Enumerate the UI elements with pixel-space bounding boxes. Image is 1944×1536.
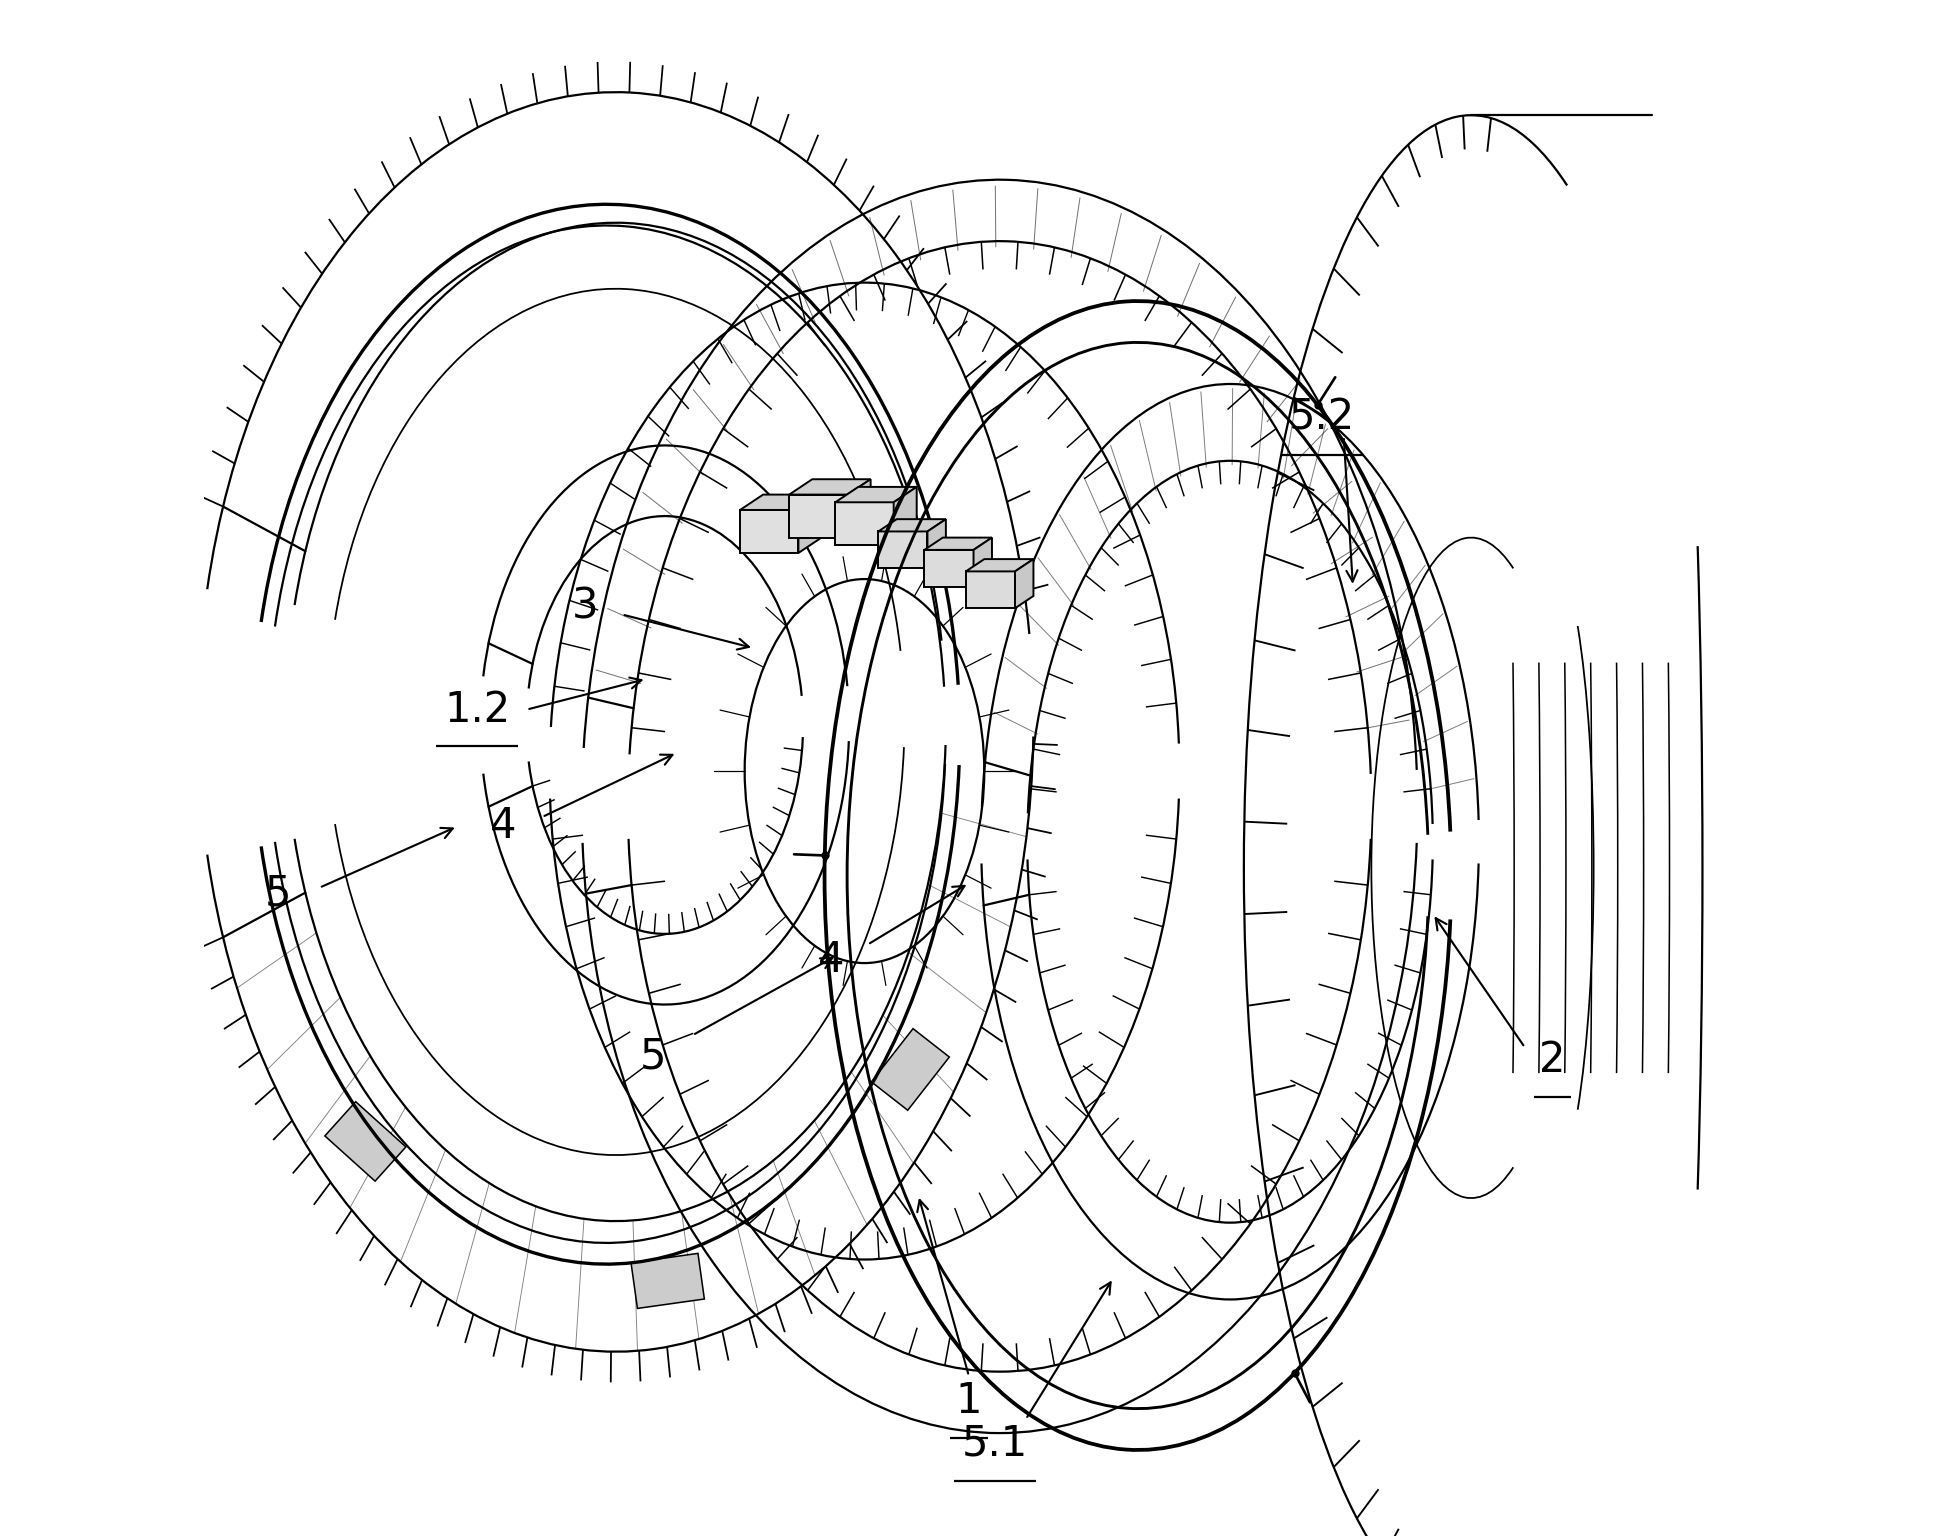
Polygon shape [879,519,947,531]
Polygon shape [789,479,871,495]
Polygon shape [871,1029,949,1111]
Text: 5.2: 5.2 [1289,396,1355,439]
Text: 5.1: 5.1 [962,1422,1028,1465]
Polygon shape [974,538,991,587]
Polygon shape [1015,559,1034,608]
Text: 5: 5 [264,872,292,915]
Polygon shape [925,550,974,587]
Polygon shape [925,538,991,550]
Polygon shape [741,510,799,553]
Polygon shape [836,502,894,545]
Text: 3: 3 [572,585,599,628]
Text: 4: 4 [816,938,844,982]
Polygon shape [836,487,918,502]
Polygon shape [879,531,927,568]
Text: 1.2: 1.2 [445,688,511,731]
Polygon shape [848,479,871,538]
Polygon shape [799,495,822,553]
Polygon shape [789,495,848,538]
Text: 1: 1 [956,1379,982,1422]
Polygon shape [325,1101,406,1181]
Text: 5: 5 [640,1035,665,1078]
Text: 4: 4 [490,805,517,848]
Text: 2: 2 [1540,1038,1565,1081]
Polygon shape [632,1253,704,1309]
Polygon shape [966,571,1015,608]
Polygon shape [966,559,1034,571]
Polygon shape [741,495,822,510]
Polygon shape [927,519,947,568]
Polygon shape [894,487,918,545]
